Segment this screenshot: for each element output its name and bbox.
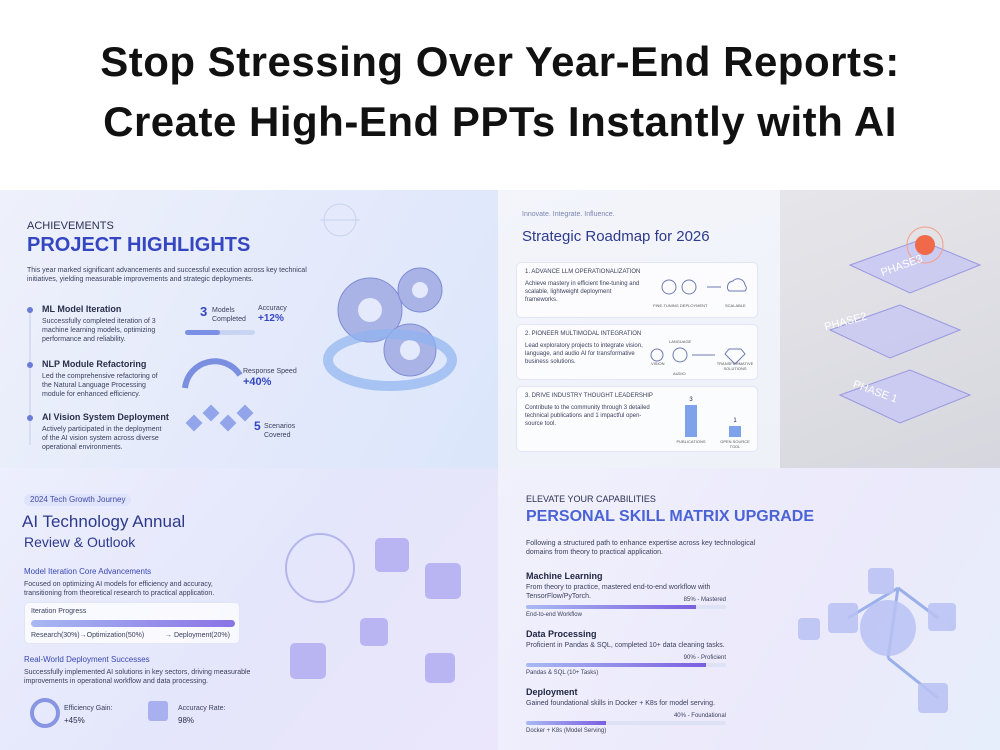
- section-text: Successfully implemented AI solutions in…: [24, 669, 251, 686]
- headline: Create High-End PPTs Instantly with AI: [103, 98, 897, 145]
- metric-number: 5: [254, 419, 261, 433]
- skill-name: Machine Learning: [526, 571, 603, 581]
- progress-label: 40% - Foundational: [673, 713, 726, 719]
- section-title: Model Iteration Core Advancements: [24, 567, 152, 576]
- bar: [729, 426, 741, 437]
- icons: [650, 347, 746, 365]
- icon-label: AUDIO: [673, 371, 686, 376]
- stat-value: 98%: [178, 716, 195, 725]
- metric-value: +12%: [258, 313, 284, 324]
- progress-label: 90% - Proficient: [683, 655, 726, 661]
- slide-highlights: ACHIEVEMENTS PROJECT HIGHLIGHTS This yea…: [0, 190, 498, 468]
- progress-label: 85% - Mastered: [683, 597, 726, 603]
- progress-fill: [526, 605, 696, 609]
- stat-value: +45%: [64, 716, 85, 725]
- card: 3. DRIVE INDUSTRY THOUGHT LEADERSHIP Con…: [516, 386, 758, 452]
- decoration: [798, 568, 956, 713]
- metric-label: Scenarios Covered: [264, 423, 296, 440]
- slide-title: AI Technology Annual: [22, 512, 186, 531]
- icons: [661, 278, 747, 295]
- section-text: Focused on optimizing AI models for effi…: [24, 581, 215, 598]
- bar-value: 1: [733, 418, 737, 425]
- item-title: ML Model Iteration: [42, 304, 122, 314]
- kicker: 2024 Tech Growth Journey: [24, 494, 132, 507]
- mini-chart: 3 PUBLICATIONS 1 OPEN SOURCE TOOL: [667, 393, 757, 449]
- slide-roadmap: Innovate. Integrate. Influence. Strategi…: [498, 190, 780, 468]
- slide-title: PROJECT HIGHLIGHTS: [27, 234, 251, 256]
- slide-review: 2024 Tech Growth Journey AI Technology A…: [0, 468, 498, 750]
- skill-text: Gained foundational skills in Docker + K…: [526, 700, 715, 707]
- skill-name: Data Processing: [526, 629, 597, 639]
- card: 2. PIONEER MULTIMODAL INTEGRATION Lead e…: [516, 324, 758, 380]
- card-text: Lead exploratory projects to integrate v…: [525, 343, 643, 365]
- card-text: Achieve mastery in efficient fine-tuning…: [525, 281, 640, 303]
- progress-fill: [526, 721, 606, 725]
- icon-label: VISION: [651, 361, 665, 366]
- item-title: NLP Module Refactoring: [42, 359, 147, 369]
- eyebrow: ACHIEVEMENTS: [27, 220, 114, 232]
- card-heading: 1. ADVANCE LLM OPERATIONALIZATION: [525, 269, 641, 275]
- card: 1. ADVANCE LLM OPERATIONALIZATION Achiev…: [516, 262, 758, 318]
- item-title: AI Vision System Deployment: [42, 412, 169, 422]
- stat-label: Accuracy Rate:: [178, 705, 226, 712]
- skill-list: Machine Learning From theory to practice,…: [526, 571, 736, 746]
- metric-value: +40%: [243, 376, 272, 388]
- section-title: Real-World Deployment Successes: [24, 655, 150, 664]
- bar: [685, 405, 697, 437]
- progress-card: Iteration Progress Research(30%)→Optimiz…: [24, 602, 240, 644]
- skill-text: From theory to practice, mastered end-to…: [526, 584, 711, 601]
- progress-track: [526, 663, 726, 667]
- progress-track: [526, 721, 726, 725]
- progress-fill: [526, 663, 706, 667]
- intro: Following a structured path to enhance e…: [526, 540, 756, 557]
- headline: Stop Stressing Over Year-End Reports:: [100, 38, 900, 85]
- metric-label: Response Speed: [243, 368, 297, 375]
- item-text: Successfully completed iteration of 3 ma…: [42, 318, 156, 344]
- intro: This year marked significant advancement…: [27, 267, 307, 284]
- item-text: Led the comprehensive refactoring of the…: [42, 373, 158, 399]
- card-heading: 2. PIONEER MULTIMODAL INTEGRATION: [525, 331, 642, 337]
- icon-label: SCALABLE: [725, 303, 746, 308]
- slide-title: PERSONAL SKILL MATRIX UPGRADE: [526, 508, 815, 525]
- progress-text: Research(30%)→Optimization(50%): [31, 632, 145, 639]
- decoration: [828, 226, 982, 424]
- slide-skills: ELEVATE YOUR CAPABILITIES PERSONAL SKILL…: [498, 468, 1000, 750]
- bar-value: 3: [689, 397, 693, 403]
- kicker: Innovate. Integrate. Influence.: [522, 211, 615, 218]
- slide-title: Review & Outlook: [24, 534, 136, 550]
- progress-caption: Docker + K8s (Model Serving): [526, 728, 607, 734]
- progress-track: [526, 605, 726, 609]
- eyebrow: ELEVATE YOUR CAPABILITIES: [526, 494, 656, 504]
- metric-label: Models Completed: [212, 307, 246, 324]
- item-text: Actively participated in the deployment …: [42, 426, 162, 452]
- card-heading: 3. DRIVE INDUSTRY THOUGHT LEADERSHIP: [525, 393, 653, 399]
- icon-label: LANGUAGE: [669, 339, 692, 344]
- icon-label: FINE-TUNING DEPLOYMENT: [653, 303, 708, 308]
- slide-title: Strategic Roadmap for 2026: [522, 228, 710, 245]
- skill-name: Deployment: [526, 687, 578, 697]
- decoration: [27, 203, 457, 445]
- skill-text: Proficient in Pandas & SQL, completed 10…: [526, 642, 725, 649]
- header: Stop Stressing Over Year-End Reports: Cr…: [0, 0, 1000, 190]
- progress-caption: Pandas & SQL (10+ Tasks): [526, 670, 599, 676]
- progress-caption: End-to-end Workflow: [526, 612, 582, 618]
- bar-label: OPEN SOURCE TOOL: [720, 439, 750, 449]
- metric-number: 3: [200, 304, 208, 319]
- metric-label: Accuracy: [258, 305, 287, 312]
- phase-image: PHASE3 PHASE2 PHASE 1: [780, 190, 1000, 468]
- card-text: Contribute to the community through 3 de…: [525, 405, 650, 427]
- decoration: [30, 533, 461, 728]
- stat-label: Efficiency Gain:: [64, 705, 113, 712]
- progress-text: → Deployment(20%): [165, 632, 230, 639]
- bar-label: PUBLICATIONS: [676, 439, 706, 444]
- progress-bar: [31, 620, 235, 627]
- progress-title: Iteration Progress: [31, 608, 87, 615]
